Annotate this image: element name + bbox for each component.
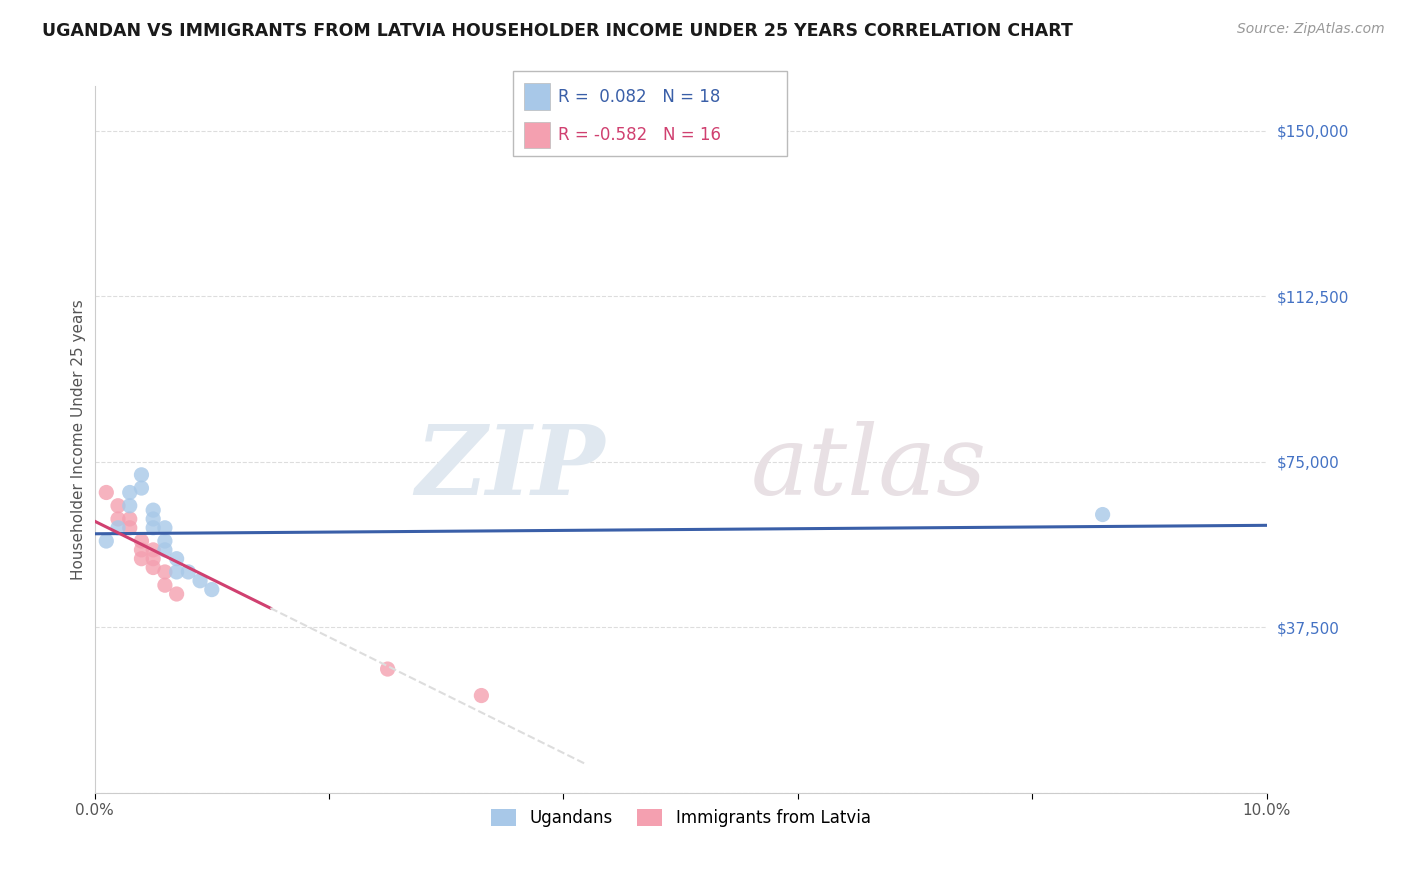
Point: [131, 534, 153, 549]
Point: [96, 485, 118, 500]
Point: [142, 512, 165, 526]
Point: [142, 551, 165, 566]
Y-axis label: Householder Income Under 25 years: Householder Income Under 25 years: [72, 299, 86, 580]
Point: [142, 503, 165, 517]
Text: atlas: atlas: [751, 421, 987, 515]
Legend: Ugandans, Immigrants from Latvia: Ugandans, Immigrants from Latvia: [484, 802, 877, 834]
Point: [131, 551, 153, 566]
Point: [188, 574, 211, 588]
Point: [377, 662, 399, 676]
Text: R =  0.082   N = 18: R = 0.082 N = 18: [558, 87, 720, 106]
Point: [131, 467, 153, 482]
Point: [470, 689, 492, 703]
Point: [142, 542, 165, 557]
Point: [166, 565, 188, 579]
Point: [96, 534, 118, 549]
Point: [142, 560, 165, 574]
Point: [107, 499, 129, 513]
Point: [166, 587, 188, 601]
Point: [201, 582, 224, 597]
Point: [118, 521, 141, 535]
Point: [177, 565, 200, 579]
Point: [153, 534, 176, 549]
Text: Source: ZipAtlas.com: Source: ZipAtlas.com: [1237, 22, 1385, 37]
Point: [153, 542, 176, 557]
Point: [166, 551, 188, 566]
Point: [118, 499, 141, 513]
Text: R = -0.582   N = 16: R = -0.582 N = 16: [558, 126, 721, 144]
Point: [131, 542, 153, 557]
Point: [118, 485, 141, 500]
Text: UGANDAN VS IMMIGRANTS FROM LATVIA HOUSEHOLDER INCOME UNDER 25 YEARS CORRELATION : UGANDAN VS IMMIGRANTS FROM LATVIA HOUSEH…: [42, 22, 1073, 40]
Point: [107, 521, 129, 535]
Text: ZIP: ZIP: [415, 421, 605, 515]
Point: [142, 521, 165, 535]
Point: [1091, 508, 1114, 522]
Point: [118, 512, 141, 526]
Point: [131, 481, 153, 495]
Point: [107, 512, 129, 526]
Point: [153, 565, 176, 579]
Point: [153, 521, 176, 535]
Point: [153, 578, 176, 592]
